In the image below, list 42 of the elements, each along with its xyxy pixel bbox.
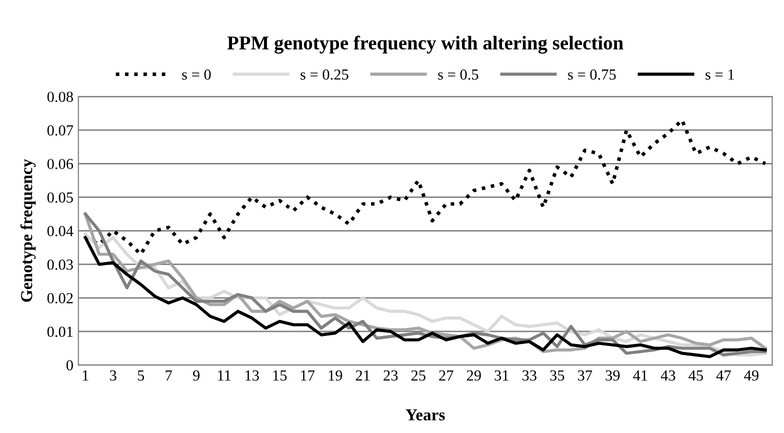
y-tick-label: 0.04 [47, 226, 74, 236]
x-tick-label: 43 [660, 370, 676, 381]
x-tick-label: 37 [578, 370, 592, 381]
y-tick-label: 0.08 [47, 92, 73, 102]
x-tick-label: 27 [439, 370, 454, 380]
x-tick-label: 1 [82, 370, 88, 380]
chart-title: PPM genotype frequency with altering selection [227, 36, 624, 54]
legend-label: s = 0.75 [568, 69, 616, 80]
x-tick-label: 25 [411, 370, 426, 381]
y-tick-label: 0.05 [47, 192, 73, 203]
x-tick-label: 17 [301, 370, 315, 380]
x-tick-label: 29 [466, 370, 481, 381]
legend-label: s = 0.25 [300, 69, 348, 80]
x-tick-label: 39 [606, 370, 620, 381]
y-tick-label: 0.07 [47, 125, 74, 136]
x-tick-label: 7 [166, 370, 172, 380]
y-tick-label: 0.06 [47, 158, 74, 170]
y-axis-title: Genotype frequency [20, 159, 36, 302]
x-tick-label: 33 [522, 370, 536, 381]
x-tick-label: 23 [384, 370, 398, 381]
x-tick-label: 45 [688, 370, 703, 381]
legend-label: s = 0.5 [438, 69, 478, 80]
y-tick-label: 0 [66, 360, 73, 370]
x-tick-label: 11 [218, 370, 231, 380]
x-tick-label: 15 [273, 370, 287, 381]
x-tick-label: 49 [744, 370, 758, 381]
x-axis-title: Years [406, 409, 445, 420]
x-tick-label: 47 [716, 370, 731, 380]
x-tick-label: 3 [110, 370, 116, 381]
x-tick-label: 9 [193, 370, 200, 381]
x-tick-label: 31 [494, 370, 508, 381]
y-tick-label: 0.03 [47, 259, 73, 270]
x-tick-label: 19 [328, 370, 342, 381]
x-tick-label: 41 [633, 370, 648, 380]
x-tick-label: 13 [246, 370, 259, 381]
y-tick-label: 0.01 [47, 326, 73, 337]
x-tick-label: 21 [356, 370, 370, 380]
legend-label: s = 1 [706, 69, 734, 80]
y-tick-label: 0.02 [47, 293, 73, 304]
legend-label: s = 0 [182, 69, 211, 80]
x-tick-label: 35 [550, 370, 564, 381]
x-tick-label: 5 [138, 370, 144, 381]
